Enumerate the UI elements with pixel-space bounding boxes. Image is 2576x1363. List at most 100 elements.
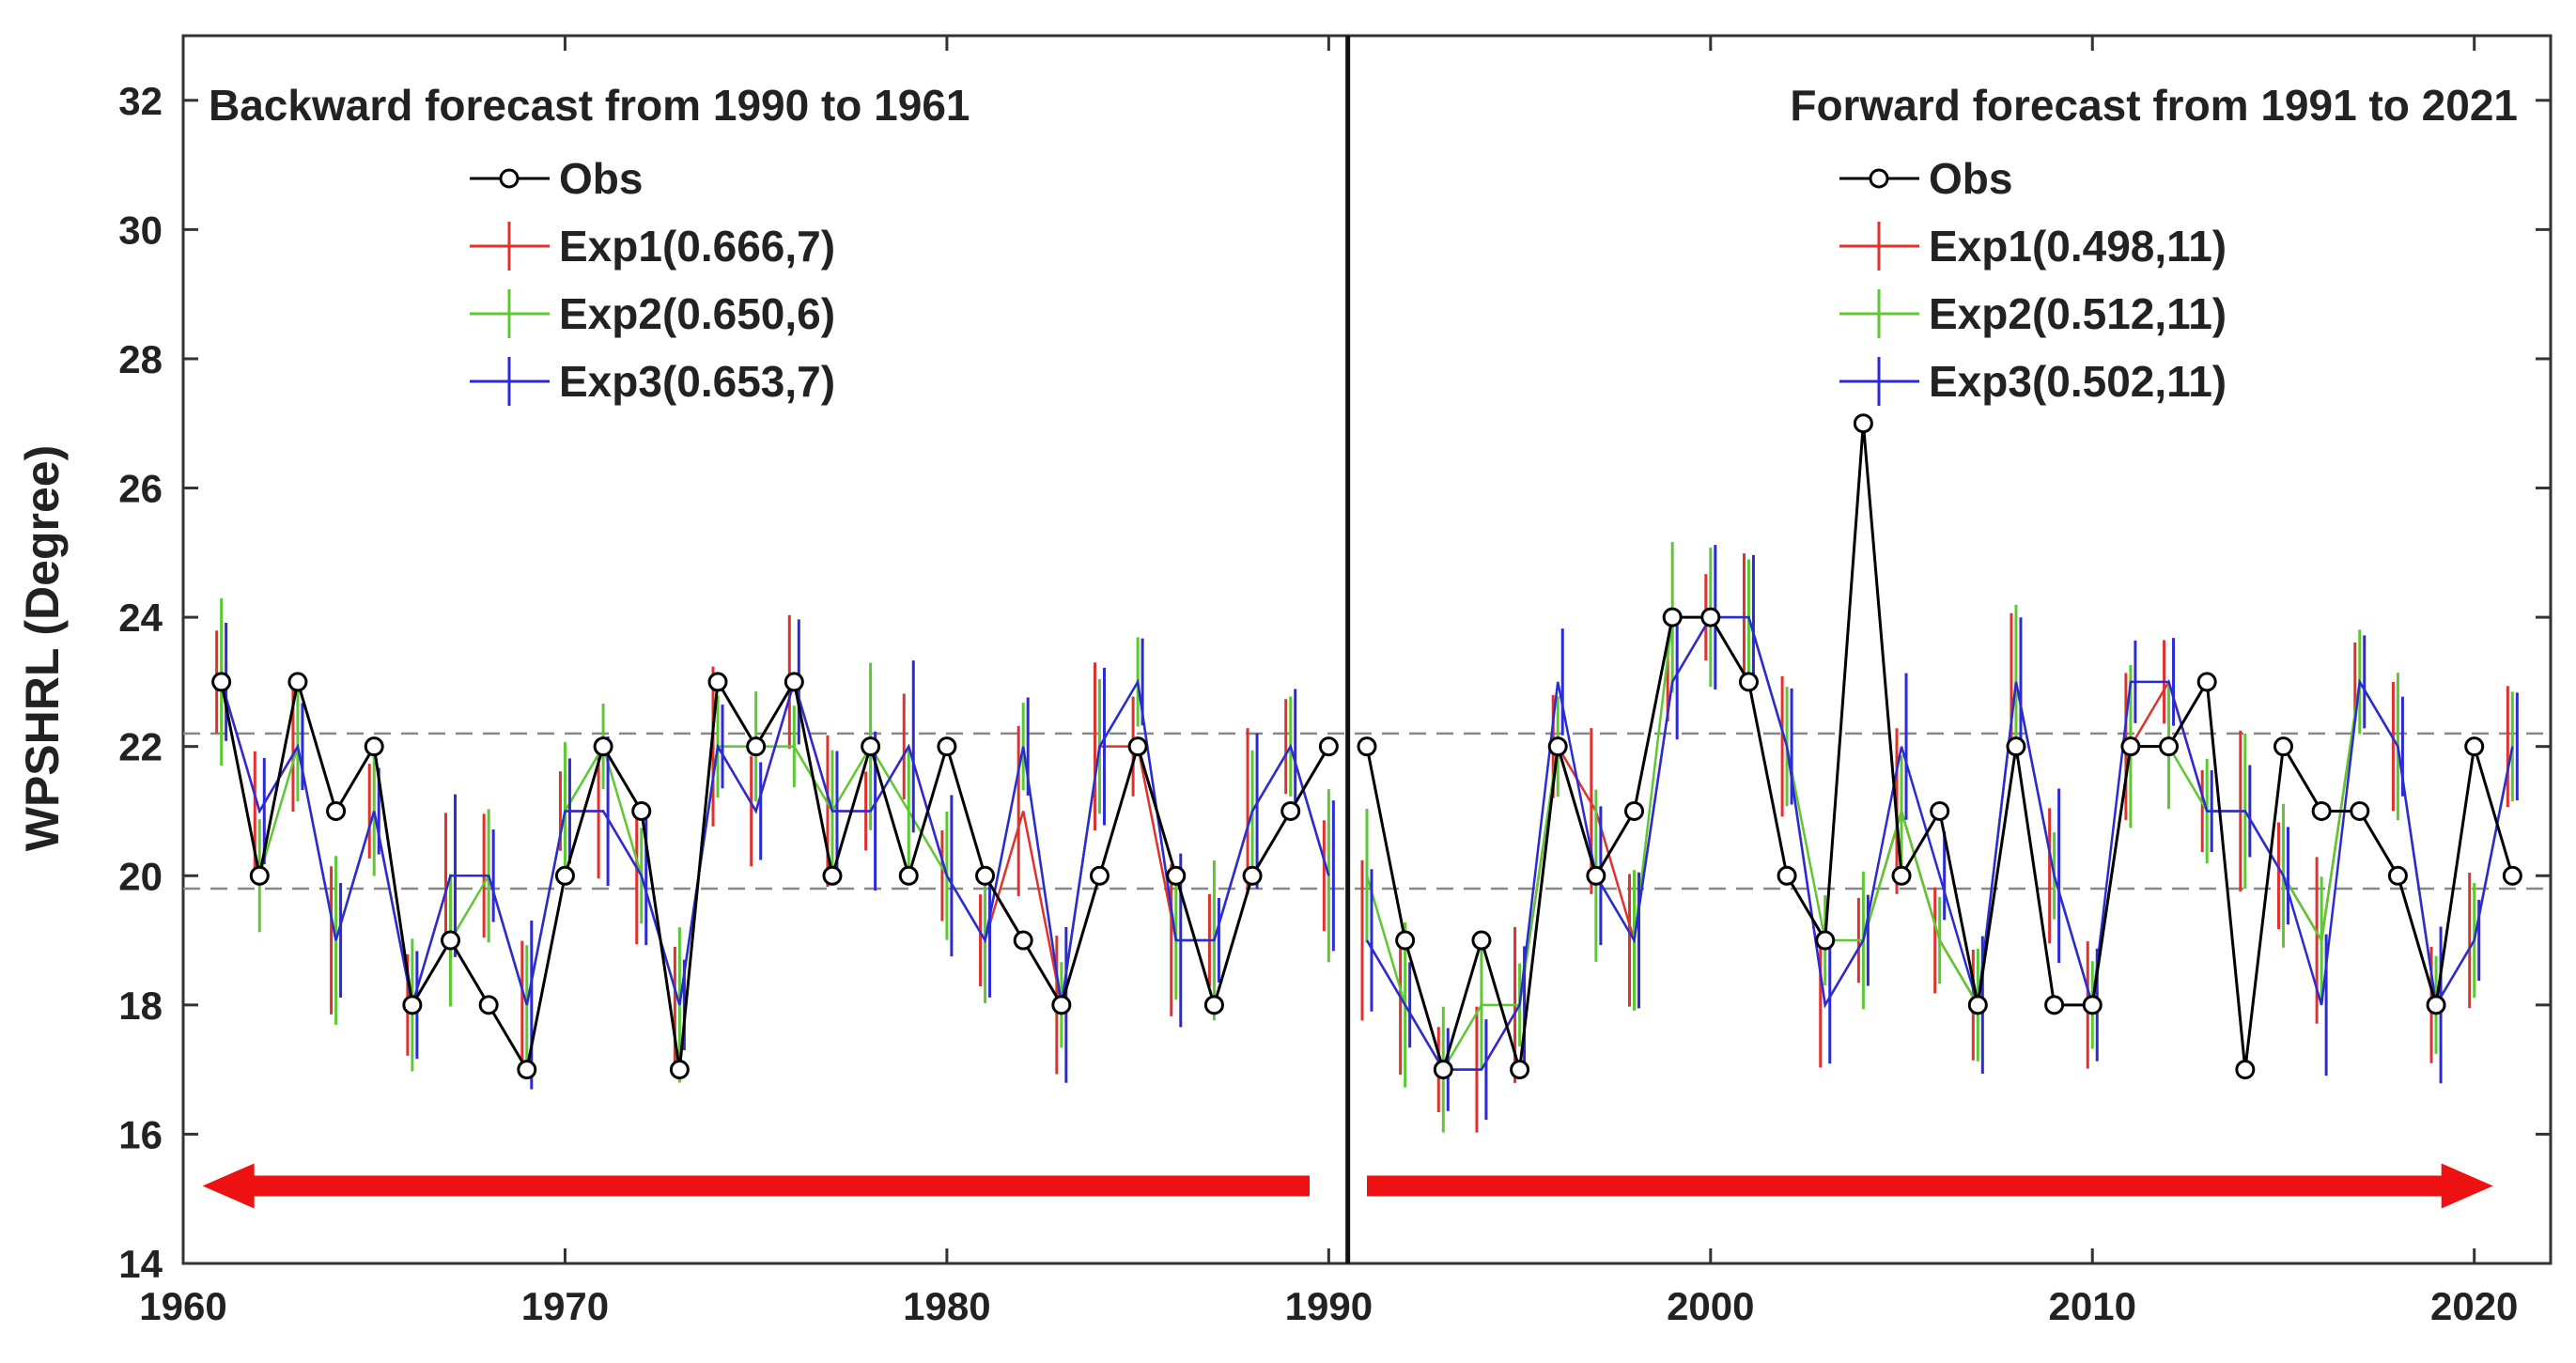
y-tick-label-16: 16 (118, 1112, 163, 1156)
forward-obs-series (1357, 413, 2522, 1080)
forward-obs-point-2000 (1700, 607, 1721, 627)
forward-obs-point-2018 (2387, 865, 2408, 886)
y-tick-label-14: 14 (118, 1242, 163, 1286)
forward-obs-point-2004 (1853, 413, 1873, 434)
forward-obs-point-2006 (1930, 800, 1950, 821)
forward-obs-point-2013 (2196, 672, 2217, 692)
backward-obs-point-1972 (631, 800, 652, 821)
backward-obs-point-1990 (1318, 736, 1339, 757)
forward-obs-point-1994 (1471, 930, 1492, 951)
backward-title: Backward forecast from 1990 to 1961 (209, 81, 970, 130)
backward-obs-point-1988 (1242, 865, 1263, 886)
backward-obs-line (220, 677, 1330, 1074)
forward-obs-point-1991 (1357, 736, 1377, 757)
x-tick-label-2000: 2000 (1667, 1284, 1754, 1328)
backward-obs-point-1986 (1166, 865, 1187, 886)
backward-obs-point-1965 (364, 736, 384, 757)
forward-legend-label-exp1: Exp1(0.498,11) (1929, 222, 2227, 271)
backward-obs-point-1968 (478, 995, 499, 1015)
forward-obs-point-2010 (2082, 995, 2103, 1015)
forward-obs-point-2016 (2311, 800, 2332, 821)
x-tick-label-1960: 1960 (139, 1284, 226, 1328)
backward-obs-point-1984 (1089, 865, 1110, 886)
backward-obs-point-1963 (287, 672, 308, 692)
backward-legend: Backward forecast from 1990 to 1961 Obs Ex… (209, 81, 970, 406)
backward-obs-point-1981 (975, 865, 996, 886)
y-tick-label-18: 18 (118, 984, 163, 1028)
forward-obs-point-2019 (2426, 995, 2446, 1015)
forward-title: Forward forecast from 1991 to 2021 (1790, 81, 2518, 130)
y-tick-label-28: 28 (118, 337, 163, 381)
forward-obs-point-2011 (2120, 736, 2141, 757)
backward-exp3-line (220, 677, 1330, 1006)
plot-area (181, 34, 2553, 1265)
forward-obs-point-2012 (2159, 736, 2180, 757)
backward-obs-point-1977 (822, 865, 843, 886)
forward-exp3-line (1365, 615, 2514, 1071)
forward-obs-point-2002 (1777, 865, 1797, 886)
forward-obs-point-1996 (1547, 736, 1568, 757)
x-tick-label-2010: 2010 (2049, 1284, 2136, 1328)
y-tick-label-32: 32 (118, 79, 163, 123)
backward-legend-marker-obs (499, 168, 520, 189)
y-tick-label-26: 26 (118, 467, 163, 511)
backward-obs-point-1973 (669, 1060, 690, 1080)
backward-legend-label-exp2: Exp2(0.650,6) (559, 289, 835, 338)
backward-obs-point-1961 (211, 672, 232, 692)
x-tick-label-2020: 2020 (2430, 1284, 2518, 1328)
forward-obs-point-2015 (2273, 736, 2293, 757)
x-tick-label-1970: 1970 (521, 1284, 609, 1328)
forward-arrow (1367, 1163, 2493, 1209)
backward-obs-point-1978 (861, 736, 881, 757)
forward-obs-point-1992 (1395, 930, 1416, 951)
backward-obs-point-1982 (1013, 930, 1033, 951)
forward-obs-point-1999 (1662, 607, 1683, 627)
backward-legend-label-obs: Obs (559, 154, 643, 203)
backward-obs-point-1970 (554, 865, 575, 886)
backward-obs-point-1964 (326, 800, 347, 821)
y-axis-label: WPSHRL (Degree) (16, 445, 69, 851)
forward-obs-point-2014 (2235, 1060, 2256, 1080)
forward-obs-point-1993 (1433, 1060, 1453, 1080)
backward-arrow (202, 1163, 1311, 1209)
backward-obs-point-1966 (402, 995, 423, 1015)
forward-obs-point-2008 (2006, 736, 2026, 757)
y-tick-label-20: 20 (118, 854, 163, 898)
forward-legend-label-exp2: Exp2(0.512,11) (1929, 289, 2227, 338)
backward-obs-point-1983 (1051, 995, 1072, 1015)
forward-obs-point-1998 (1624, 800, 1645, 821)
forward-exp3-series (1365, 545, 2519, 1121)
x-tick-label-1990: 1990 (1285, 1284, 1373, 1328)
forward-obs-point-2017 (2350, 800, 2370, 821)
forward-obs-point-2005 (1891, 865, 1912, 886)
forward-obs-point-2009 (2044, 995, 2065, 1015)
backward-obs-point-1969 (517, 1060, 537, 1080)
axes: 1960 1970 1980 1990 2000 2010 2020 14 16 18 20 22 24… (118, 36, 2551, 1328)
y-tick-label-22: 22 (118, 725, 163, 769)
forward-obs-point-2007 (1967, 995, 1988, 1015)
y-tick-label-30: 30 (118, 208, 163, 252)
backward-obs-point-1979 (898, 865, 919, 886)
y-tick-label-24: 24 (118, 596, 163, 640)
backward-obs-point-1971 (593, 736, 613, 757)
x-tick-label-1980: 1980 (903, 1284, 990, 1328)
backward-obs-point-1967 (441, 930, 461, 951)
backward-obs-point-1975 (746, 736, 767, 757)
backward-obs-point-1987 (1203, 995, 1224, 1015)
backward-obs-point-1976 (784, 672, 804, 692)
forward-obs-point-2001 (1738, 672, 1759, 692)
backward-obs-point-1974 (707, 672, 728, 692)
direction-arrows (202, 1163, 2493, 1209)
backward-legend-label-exp3: Exp3(0.653,7) (559, 357, 835, 406)
backward-legend-label-exp1: Exp1(0.666,7) (559, 222, 835, 271)
forward-obs-point-2003 (1815, 930, 1836, 951)
forward-obs-point-1997 (1586, 865, 1606, 886)
forward-obs-point-2020 (2464, 736, 2485, 757)
backward-obs-point-1980 (937, 736, 957, 757)
backward-obs-point-1962 (249, 865, 270, 886)
backward-obs-point-1989 (1280, 800, 1301, 821)
forward-legend: Forward forecast from 1991 to 2021 Obs Exp… (1790, 81, 2518, 406)
forward-obs-point-2021 (2502, 865, 2522, 886)
forward-legend-label-obs: Obs (1929, 154, 2012, 203)
